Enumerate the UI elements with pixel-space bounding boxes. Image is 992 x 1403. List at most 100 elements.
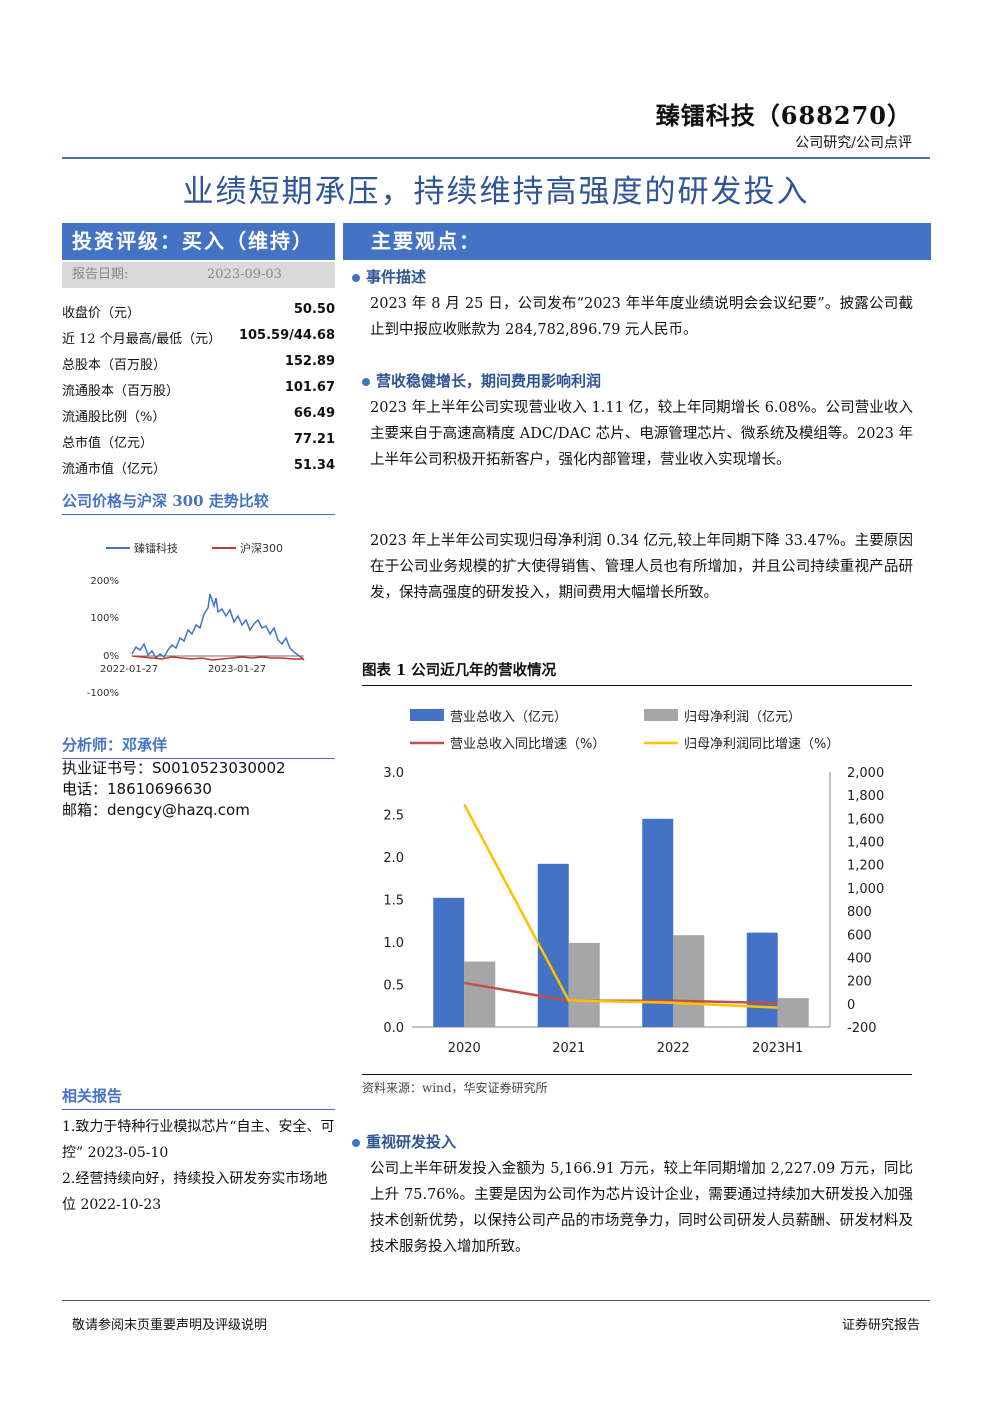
section-title: 事件描述: [366, 268, 427, 286]
legend-label: 归母净利润同比增速（%）: [684, 737, 839, 752]
x-tick-label: 2023H1: [752, 1041, 803, 1056]
section-title: 重视研发投入: [366, 1133, 457, 1151]
stat-value: 77.21: [293, 432, 335, 447]
legend-company-label: 臻镭科技: [134, 541, 178, 555]
bar: [568, 942, 600, 1027]
stat-row: 流通市值（亿元） 51.34: [62, 454, 335, 480]
stat-value: 152.89: [284, 354, 335, 369]
x-tick-label: 2022: [657, 1041, 690, 1056]
bar: [777, 998, 809, 1027]
stat-label: 流通股比例（%）: [62, 410, 166, 425]
x-tick: 2022-01-27: [100, 664, 158, 675]
y-tick-label: 0.0: [383, 1021, 404, 1036]
section-heading: 事件描述: [352, 266, 426, 287]
related-report-item[interactable]: 2.经营持续向好，持续投入研发夯实市场地位 2022-10-23: [62, 1171, 328, 1213]
legend-label: 营业总收入同比增速（%）: [450, 737, 605, 752]
stat-label: 近 12 个月最高/最低（元）: [62, 332, 222, 347]
stat-row: 近 12 个月最高/最低（元） 105.59/44.68: [62, 324, 335, 350]
main-points-heading: 主要观点：: [343, 223, 931, 260]
bar: [433, 897, 465, 1027]
y2-tick-label: -200: [847, 1021, 877, 1036]
series-line: [464, 981, 778, 1005]
section-paragraph: 2023 年上半年公司实现营业收入 1.11 亿，较上年同期增长 6.08%。公…: [370, 400, 913, 468]
index-price-line: [131, 655, 304, 661]
figure-source: 资料来源：wind，华安证券研究所: [362, 1081, 548, 1095]
stat-row: 流通股本（百万股） 101.67: [62, 376, 335, 402]
y2-tick-label: 1,200: [847, 859, 884, 874]
chart-axes: 3.0 2.5 2.0 1.5 1.0 0.5 0.0 2,000 1,800 1,600 1,40…: [383, 766, 884, 1056]
analyst-email: 邮箱：dengcy@hazq.com: [62, 801, 250, 819]
analyst-contact: 执业证书号：S0010523030002 电话：18610696630 邮箱：d…: [62, 758, 286, 821]
y2-tick-label: 1,400: [847, 836, 884, 851]
stat-value: 66.49: [293, 406, 335, 421]
footer-divider: [62, 1300, 930, 1301]
stat-row: 收盘价（元） 50.50: [62, 298, 335, 324]
stat-label: 流通市值（亿元）: [62, 462, 167, 477]
stat-row: 流通股比例（%） 66.49: [62, 402, 335, 428]
y2-tick-label: 400: [847, 951, 872, 966]
company-price-line: [131, 593, 305, 661]
y-tick-label: 0.5: [383, 979, 404, 994]
chart-bars: [433, 818, 809, 1027]
report-date: 报告日期: 2023-09-03: [62, 262, 335, 288]
stat-label: 收盘价（元）: [62, 306, 141, 321]
stat-label: 总股本（百万股）: [62, 358, 167, 373]
stock-stats: 收盘价（元） 50.50 近 12 个月最高/最低（元） 105.59/44.68 …: [62, 298, 335, 480]
section-paragraph: 公司上半年研发投入金额为 5,166.91 万元，较上年同期增加 2,227.0…: [370, 1161, 913, 1255]
investment-rating: 投资评级：买入（维持）: [62, 223, 335, 260]
stat-row: 总股本（百万股） 152.89: [62, 350, 335, 376]
y-tick: 0%: [103, 651, 119, 662]
related-report-item[interactable]: 1.致力于特种行业模拟芯片“自主、安全、可控” 2023-05-10: [62, 1119, 335, 1161]
related-reports: 1.致力于特种行业模拟芯片“自主、安全、可控” 2023-05-10 2.经营持…: [62, 1114, 335, 1218]
y2-tick-label: 1,800: [847, 789, 884, 804]
revenue-chart: 营业总收入（亿元） 归母净利润（亿元） 营业总收入同比增速（%） 归母净利润同比增速（…: [383, 709, 884, 1056]
section-paragraph: 2023 年上半年公司实现归母净利润 0.34 亿元,较上年同期下降 33.47…: [370, 533, 913, 601]
page-title: 业绩短期承压，持续维持高强度的研发投入: [182, 174, 810, 210]
chart-legend: 营业总收入（亿元） 归母净利润（亿元） 营业总收入同比增速（%） 归母净利润同比增速（…: [410, 709, 839, 752]
header-divider: [62, 157, 930, 159]
x-tick: 2023-01-27: [208, 664, 266, 675]
section-heading: 营收稳健增长，期间费用影响利润: [362, 370, 601, 391]
report-date-label: 报告日期:: [72, 267, 129, 282]
bullet-icon: [352, 1139, 360, 1147]
stat-value: 50.50: [293, 302, 335, 317]
bar: [746, 932, 778, 1027]
section-heading: 重视研发投入: [352, 1131, 456, 1152]
stat-label: 流通股本（百万股）: [62, 384, 180, 399]
stat-row: 总市值（亿元） 77.21: [62, 428, 335, 454]
y2-tick-label: 800: [847, 905, 872, 920]
stat-label: 总市值（亿元）: [62, 436, 154, 451]
x-tick-label: 2020: [448, 1041, 481, 1056]
figure-bottom-rule: [362, 1074, 912, 1075]
series-line: [463, 803, 778, 1009]
section-title: 营收稳健增长，期间费用影响利润: [376, 372, 602, 390]
analyst-phone: 电话：18610696630: [62, 780, 212, 798]
x-tick-label: 2021: [552, 1041, 585, 1056]
y2-tick-label: 0: [847, 998, 855, 1013]
footer-label: 证券研究报告: [841, 1318, 920, 1333]
y-tick-label: 1.5: [383, 894, 404, 909]
legend-swatch: [644, 709, 678, 721]
legend-label: 营业总收入（亿元）: [450, 710, 567, 725]
bar: [464, 961, 496, 1027]
y-tick: 200%: [90, 576, 119, 587]
stat-value: 51.34: [293, 458, 335, 473]
y-tick-label: 1.0: [383, 936, 404, 951]
y-tick: -100%: [87, 688, 119, 699]
price-compare-chart: 臻镭科技 沪深300 200% 100% 0% -100% 2022-01-27…: [87, 541, 305, 699]
y-tick: 100%: [90, 613, 119, 624]
report-category: 公司研究/公司点评: [795, 135, 912, 151]
y2-tick-label: 2,000: [847, 766, 884, 781]
y-tick-label: 3.0: [383, 766, 404, 781]
analyst-heading: 分析师：邓承佯: [62, 734, 335, 759]
analyst-cert: 执业证书号：S0010523030002: [62, 759, 286, 777]
stat-value: 105.59/44.68: [238, 328, 335, 343]
legend-index-label: 沪深300: [240, 541, 283, 555]
bar: [642, 818, 674, 1027]
section-paragraph: 2023 年 8 月 25 日，公司发布“2023 年半年度业绩说明会会议纪要”…: [370, 296, 913, 338]
bullet-icon: [352, 274, 360, 282]
bar: [537, 863, 569, 1027]
figure-title: 图表 1 公司近几年的营收情况: [362, 659, 912, 686]
report-date-value: 2023-09-03: [207, 267, 282, 282]
legend-swatch: [410, 709, 444, 721]
